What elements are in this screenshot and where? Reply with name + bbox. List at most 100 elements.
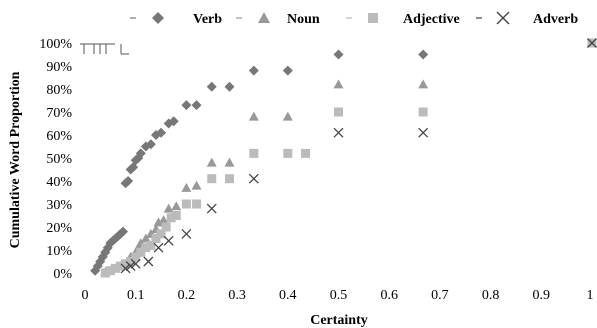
y-tick-label: 60% (46, 129, 72, 144)
x-tick-label: 0.8 (482, 288, 500, 303)
point-verb (191, 100, 202, 111)
legend-entry-verb: Verb (130, 12, 222, 27)
x-tick-label: 0.2 (178, 288, 196, 303)
x-axis-title: Certainty (310, 313, 368, 328)
point-adjective (121, 259, 131, 269)
y-tick-label: 100% (39, 37, 72, 52)
point-adjective (249, 148, 259, 158)
point-noun (282, 111, 293, 121)
point-adjective (146, 240, 156, 250)
point-verb (135, 148, 146, 159)
y-tick-label: 80% (46, 83, 72, 98)
point-adjective (171, 211, 181, 220)
corner-artifact (80, 43, 129, 55)
x-tick-label: 0.5 (330, 288, 348, 303)
point-adjective (126, 257, 136, 266)
y-axis-title: Cumulative Word Proportion (8, 71, 23, 248)
point-noun (206, 157, 217, 167)
point-adverb (153, 242, 164, 253)
point-adjective (181, 199, 191, 209)
point-adjective (301, 148, 311, 158)
point-adjective (110, 263, 120, 273)
y-tick-label: 70% (46, 106, 72, 121)
legend-label-verb: Verb (193, 12, 222, 27)
y-tick-label: 0% (53, 267, 72, 282)
x-tick-label: 0.7 (431, 288, 449, 303)
point-adjective (224, 174, 234, 184)
point-adjective (131, 252, 141, 262)
legend-label-adverb: Adverb (533, 12, 578, 27)
point-verb (206, 81, 217, 92)
point-adjective (141, 243, 151, 253)
y-axis-ticks: 0% 10% 20% 30% 40% 50% 60% 70% 80% 90% 100% (39, 37, 72, 282)
legend: Verb Noun Adjective Adverb (130, 11, 578, 27)
point-adjective (105, 266, 115, 276)
y-tick-label: 40% (46, 175, 72, 190)
point-verb (248, 65, 259, 76)
point-noun (171, 201, 182, 211)
point-verb (333, 49, 344, 60)
point-adverb (206, 203, 217, 214)
y-tick-label: 20% (46, 221, 72, 236)
legend-label-noun: Noun (287, 12, 320, 27)
y-tick-label: 90% (46, 60, 72, 75)
point-adjective (115, 261, 125, 271)
point-adjective (166, 213, 176, 223)
point-adverb (143, 256, 154, 267)
legend-marker-noun (258, 12, 270, 23)
point-verb (224, 81, 235, 92)
point-adverb (418, 127, 429, 138)
legend-marker-adverb (496, 11, 510, 25)
point-noun (163, 203, 174, 213)
point-noun (224, 157, 235, 167)
point-verb (123, 176, 134, 186)
point-adjective (100, 268, 110, 278)
point-adverb (125, 261, 136, 272)
point-noun (158, 215, 169, 225)
data-points (90, 38, 597, 278)
point-noun (140, 233, 151, 243)
point-noun (191, 180, 202, 190)
y-tick-label: 30% (46, 198, 72, 213)
point-verb (181, 100, 192, 111)
point-adjective (334, 107, 343, 117)
point-noun (181, 182, 192, 192)
point-noun (418, 79, 429, 89)
x-axis-ticks: 0 0.1 0.2 0.3 0.4 0.5 0.6 0.7 0.8 0.9 1 (82, 288, 594, 303)
x-tick-label: 0.6 (380, 288, 398, 303)
x-tick-label: 0.4 (279, 288, 297, 303)
point-adverb (333, 127, 344, 138)
legend-entry-adverb: Adverb (476, 11, 578, 27)
point-adjective (192, 199, 202, 209)
legend-entry-noun: Noun (236, 12, 320, 27)
point-adverb (181, 228, 192, 239)
point-verb (118, 226, 129, 237)
point-adverb (120, 263, 131, 274)
x-tick-label: 0.3 (228, 288, 246, 303)
x-tick-label: 1 (587, 288, 594, 303)
point-adjective (151, 234, 161, 243)
point-noun (333, 79, 344, 89)
point-verb (282, 65, 293, 76)
point-adjective (283, 148, 293, 158)
point-verb (168, 116, 179, 127)
point-noun (153, 217, 164, 227)
point-verb (156, 127, 167, 138)
legend-entry-adjective: Adjective (346, 12, 460, 27)
x-tick-label: 0 (82, 288, 89, 303)
point-adverb (163, 235, 174, 246)
y-tick-label: 10% (46, 244, 72, 259)
legend-marker-adjective (368, 13, 378, 23)
point-adverb (587, 38, 597, 48)
point-adjective (136, 247, 146, 257)
point-adjective (207, 174, 217, 184)
point-verb (418, 49, 429, 60)
point-noun (248, 111, 259, 121)
point-verb (145, 139, 156, 150)
point-adjective (161, 222, 171, 232)
legend-label-adjective: Adjective (403, 12, 460, 27)
point-adjective (418, 107, 428, 117)
point-adverb (130, 258, 141, 269)
point-adverb (248, 173, 259, 184)
